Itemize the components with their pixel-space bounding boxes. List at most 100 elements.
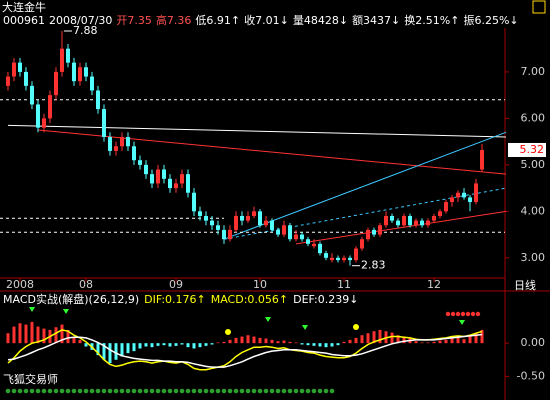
candle-body [264,220,269,226]
macd-title: MACD实战(解盘)(26,12,9) [3,292,139,306]
signal-dot [47,388,53,394]
macd-bar [132,343,136,352]
candle-body [209,220,214,226]
candle-body [23,71,28,86]
candle-body [456,192,461,198]
candle-body [203,215,208,221]
macd-bar [156,343,160,346]
candle-body [366,229,371,240]
signal-dot [305,388,311,394]
candle-body [384,215,389,226]
candle-body [324,253,329,258]
macd-bar [162,343,166,346]
candle-body [276,229,281,235]
signal-dot [257,388,263,394]
x-tick-label: 08 [79,278,93,291]
signal-dot [161,388,167,394]
signal-dot [113,388,119,394]
signal-dot [197,388,203,394]
macd-bar [222,341,226,344]
macd-bar [252,336,256,344]
candle-body [462,192,467,198]
trend-line [295,210,507,245]
candle-body [173,183,178,189]
macd-value: DIF:0.176↑ [144,293,206,306]
signal-dot [143,388,149,394]
candle-body [125,136,130,147]
macd-bar [24,324,28,344]
annotation: 7.88 [73,24,98,37]
macd-bar [390,332,394,344]
signal-dot [59,388,65,394]
macd-bar [102,343,106,360]
macd-line [7,329,483,371]
signal-dot [275,388,281,394]
signal-dot [179,388,185,394]
candle-body [378,225,383,235]
candle-body [215,225,220,230]
macd-bar [6,333,10,344]
signal-dot [185,388,191,394]
signal-dot [317,388,323,394]
macd-bar [270,339,274,344]
signal-dot [83,388,89,394]
signal-dot [35,388,41,394]
candle-body [432,215,437,221]
signal-dot [470,311,476,317]
macd-bar [360,335,364,344]
macd-bar [348,339,352,344]
macd-value: DEF:0.239↓ [293,293,358,306]
signal-dot [119,388,125,394]
signal-dot [125,388,131,394]
header-item: 换2.51%↑ [404,13,459,27]
candle-body [402,215,407,226]
signal-dot [299,388,305,394]
header-item: 2008/07/30 [49,14,112,27]
signal-dot [89,388,95,394]
macd-bar [312,343,316,346]
footer: 飞狐交易师 [3,372,58,386]
macd-bar [342,341,346,344]
candle-body [414,220,419,226]
candle-body [131,146,136,161]
header-item: 额3437↓ [352,14,400,27]
macd-bar [246,335,250,344]
signal-dot [101,388,107,394]
candle-body [420,220,425,226]
candle-body [330,257,335,261]
signal-dot [329,388,335,394]
macd-bar [366,333,370,344]
macd-bar [108,343,112,364]
candle-body [474,183,479,203]
signal-arrow [63,309,69,314]
macd-bar [456,336,460,344]
candle-body [95,90,100,110]
signal-dot [221,388,227,394]
signal-dot [227,388,233,394]
candle-body [233,215,238,230]
macd-bar [180,343,184,345]
icon [532,0,546,14]
candle-body [468,197,473,203]
x-tick-label: 2008 [6,278,34,291]
signal-arrow [459,320,465,325]
macd-bar [72,336,76,344]
signal-dot [269,388,275,394]
header-item: 开7.35 [116,14,152,27]
candle-body [221,229,226,240]
signal-dot [251,388,257,394]
candle-body [119,136,124,147]
candle-body [300,234,305,240]
macd-bar [264,338,268,344]
candle-body [318,243,323,254]
macd-bar [36,326,40,344]
macd-bar [216,342,220,344]
macd-bar [432,341,436,344]
signal-dot [191,388,197,394]
signal-dot [245,388,251,394]
signal-dot [215,388,221,394]
header-item: 收7.01↓ [244,13,289,27]
y-tick-label: 3.00 [521,251,546,264]
x-tick-label: 12 [427,278,441,291]
